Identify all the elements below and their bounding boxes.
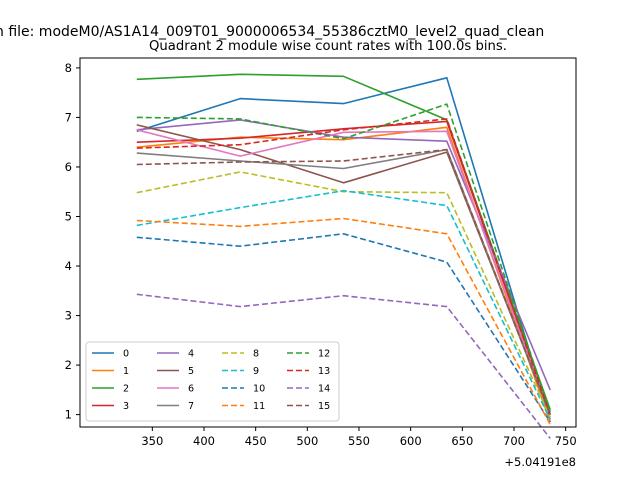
legend-label-13: 13 [318, 366, 330, 377]
legend-label-10: 10 [253, 384, 265, 395]
y-tick-label: 5 [65, 209, 72, 223]
legend-label-7: 7 [188, 401, 194, 412]
legend-label-8: 8 [253, 349, 259, 360]
x-tick-label: 550 [348, 434, 370, 448]
y-tick-label: 2 [65, 358, 72, 372]
series-line-11 [136, 217, 551, 425]
x-tick-label: 450 [245, 434, 267, 448]
legend-label-3: 3 [123, 401, 129, 412]
legend-label-4: 4 [188, 349, 194, 360]
y-tick-label: 3 [65, 309, 72, 323]
x-axis-offset-label: +5.04191e8 [504, 455, 576, 469]
x-axis: 350 400 450 500 550 600 650 700 750 [141, 427, 577, 448]
legend-label-0: 0 [123, 349, 129, 360]
series-line-9 [136, 189, 551, 420]
x-tick-label: 700 [503, 434, 525, 448]
y-tick-label: 7 [65, 110, 72, 124]
axes-border [79, 57, 577, 428]
legend-label-5: 5 [188, 366, 194, 377]
series-line-8 [136, 171, 551, 418]
y-tick-label: 8 [65, 61, 72, 75]
series-layer [136, 73, 551, 439]
legend-label-2: 2 [123, 384, 129, 395]
series-line-15 [136, 148, 551, 415]
series-line-13 [136, 118, 551, 415]
y-tick-label: 1 [65, 408, 72, 422]
legend-label-14: 14 [318, 384, 330, 395]
legend-label-12: 12 [318, 349, 330, 360]
legend-label-9: 9 [253, 366, 259, 377]
series-line-12 [136, 103, 551, 413]
series-line-14 [136, 293, 551, 439]
x-tick-label: 600 [400, 434, 422, 448]
y-tick-label: 4 [65, 259, 72, 273]
x-tick-label: 500 [296, 434, 318, 448]
series-line-6 [136, 129, 551, 415]
x-tick-label: 750 [555, 434, 577, 448]
x-tick-label: 650 [451, 434, 473, 448]
legend-label-15: 15 [318, 401, 330, 412]
series-line-0 [136, 77, 551, 420]
legend-label-1: 1 [123, 366, 129, 377]
legend-label-11: 11 [253, 401, 265, 412]
series-line-10 [136, 233, 551, 423]
y-tick-label: 6 [65, 160, 72, 174]
legend-label-6: 6 [188, 384, 194, 395]
legend-box [85, 341, 340, 422]
x-tick-label: 400 [193, 434, 215, 448]
figure-suptitle: n file: modeM0/AS1A14_009T01_9000006534_… [0, 24, 544, 40]
y-axis: 1 2 3 4 5 6 7 8 [65, 61, 80, 422]
x-tick-label: 350 [141, 434, 163, 448]
chart-title: Quadrant 2 module wise count rates with … [149, 39, 507, 54]
